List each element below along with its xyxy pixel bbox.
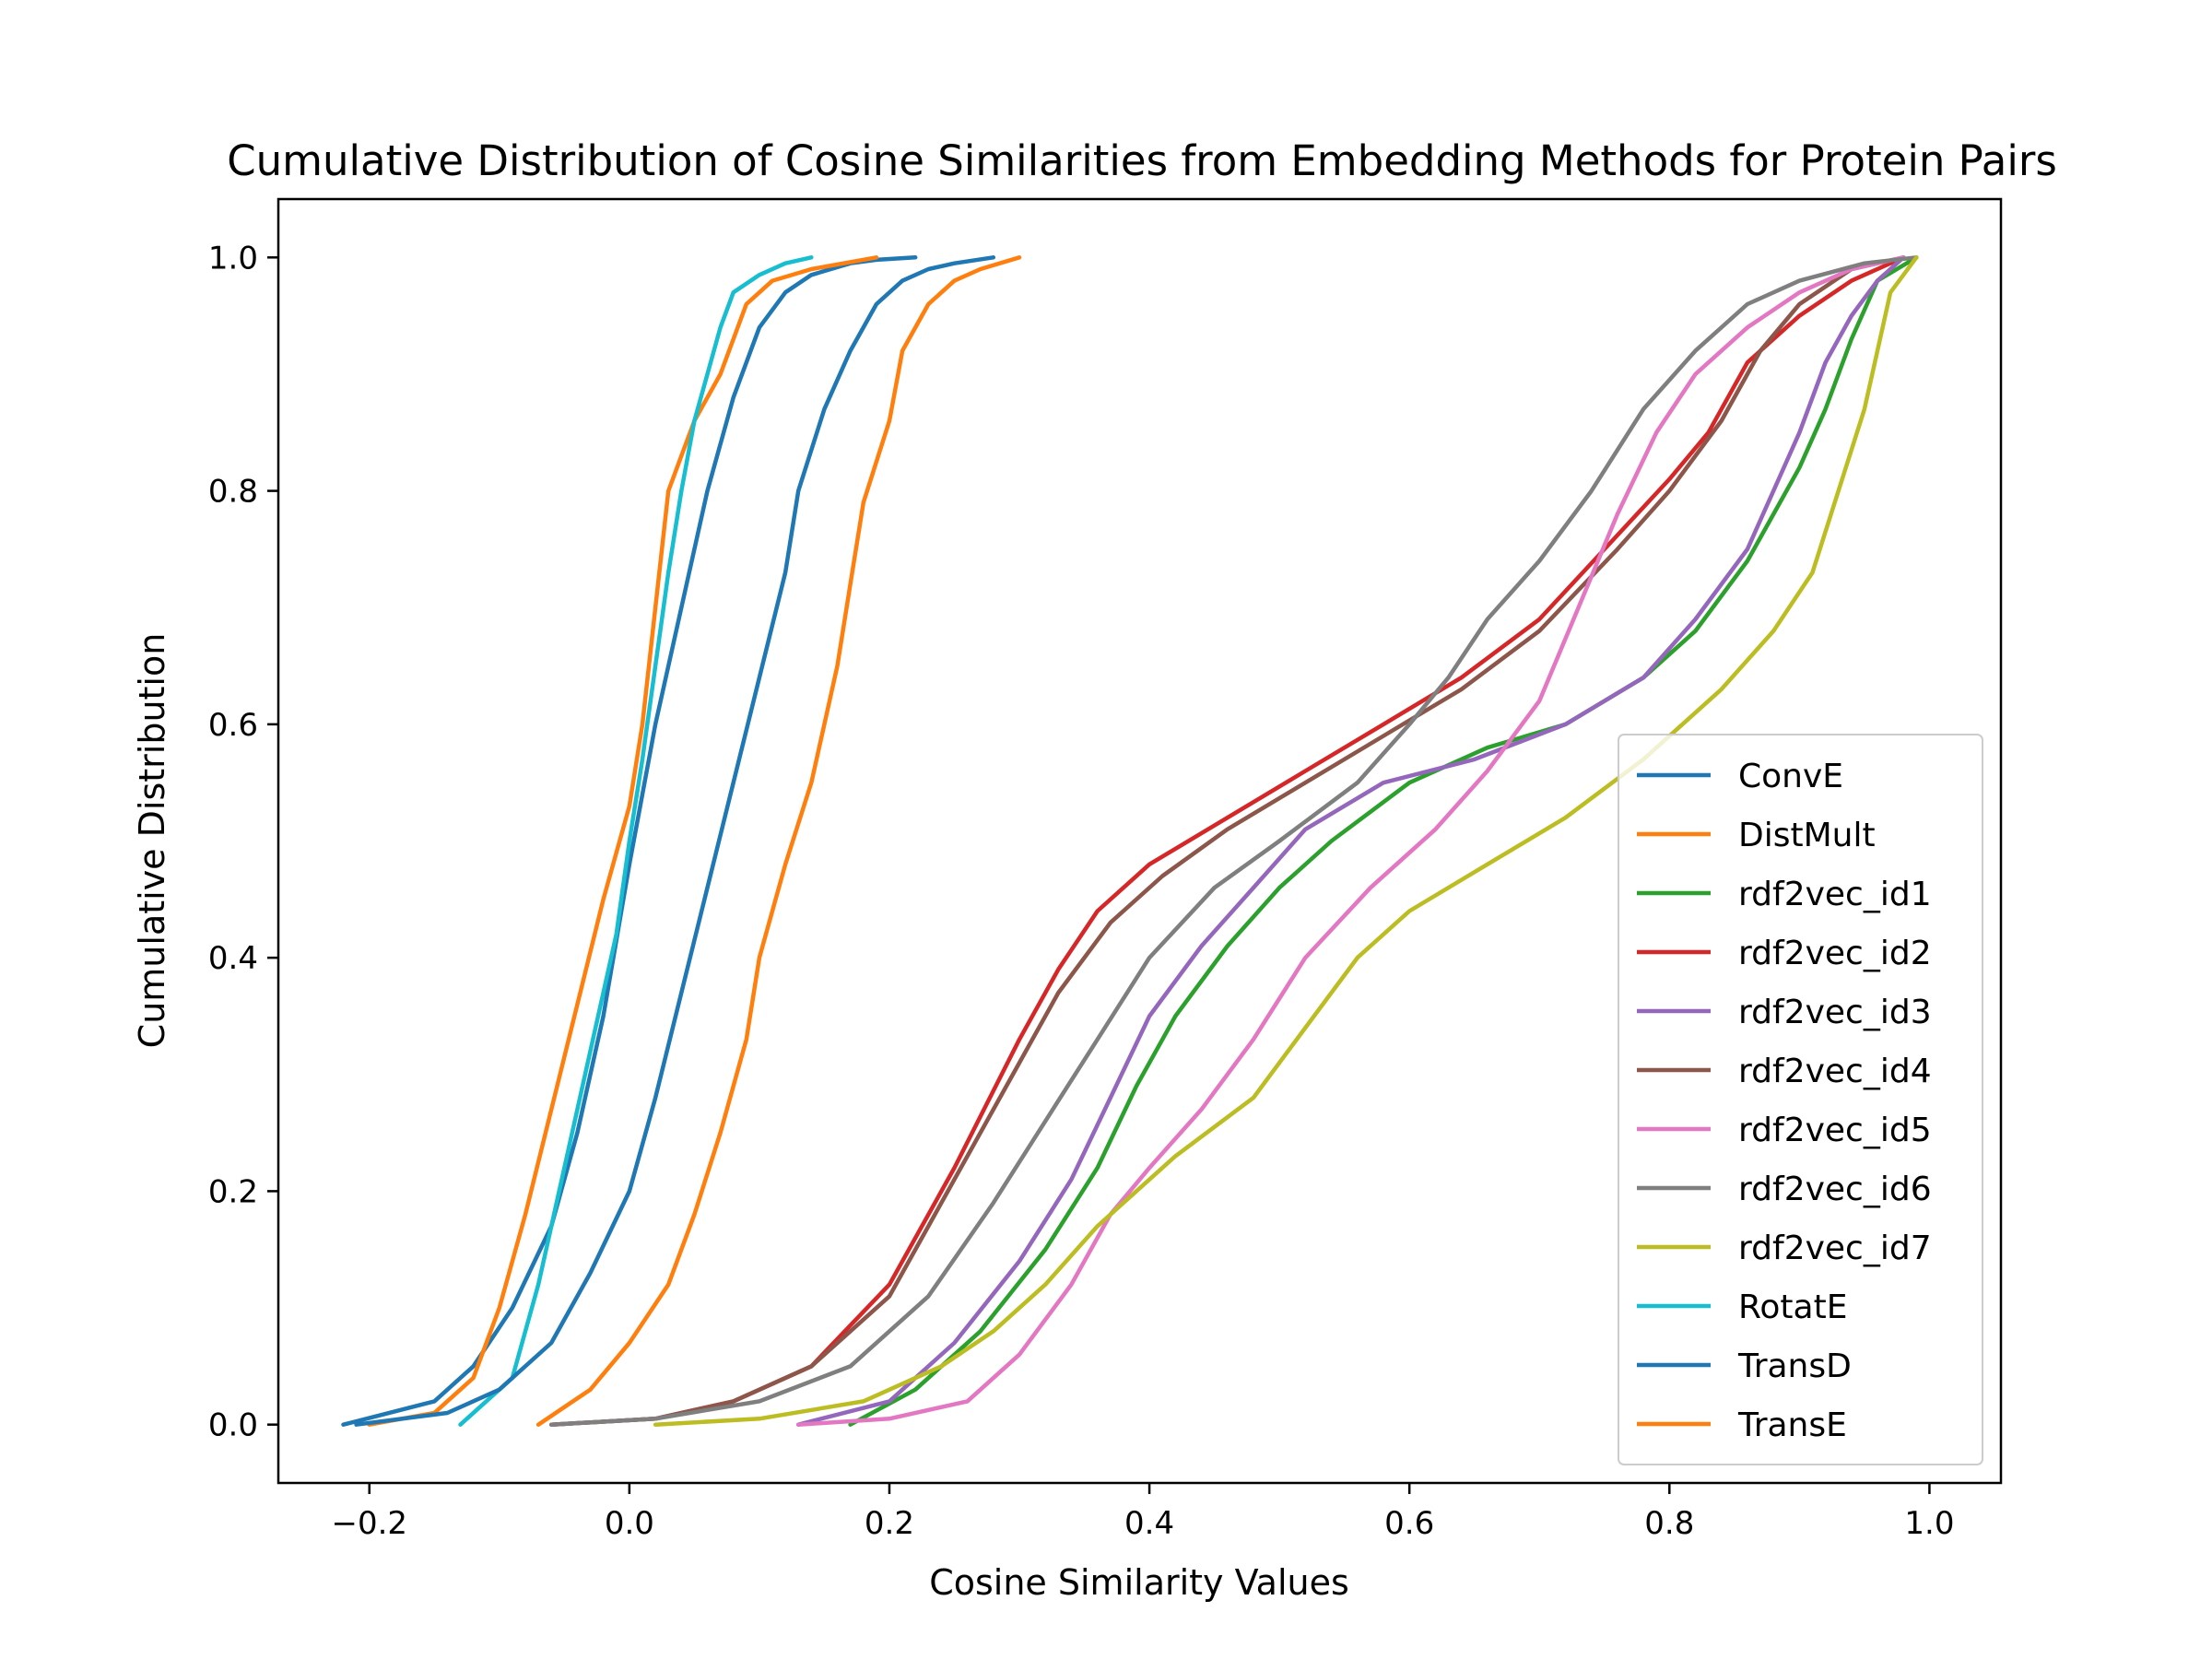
- legend-label: rdf2vec_id4: [1738, 1053, 1932, 1090]
- legend-label: ConvE: [1738, 758, 1843, 795]
- x-tick-label: 0.2: [865, 1505, 914, 1542]
- legend-box: [1618, 734, 1983, 1465]
- legend-item: RotatE: [1637, 1288, 1847, 1326]
- y-tick-label: 0.4: [208, 940, 258, 977]
- y-axis-label: Cumulative Distribution: [132, 633, 172, 1049]
- legend-label: DistMult: [1738, 817, 1876, 854]
- legend-item: TransD: [1637, 1347, 1852, 1385]
- series-line-rdf2vec-id6: [548, 255, 1919, 1427]
- series-line-transd: [354, 255, 996, 1427]
- x-axis: −0.2 0.0 0.2 0.4 0.6 0.8 1.0: [331, 1483, 1954, 1542]
- x-tick-label: 0.8: [1644, 1505, 1694, 1542]
- y-tick-label: 1.0: [208, 240, 258, 276]
- y-tick-label: 0.8: [208, 474, 258, 511]
- y-tick-label: 0.6: [208, 707, 258, 744]
- series-line-rdf2vec-id4: [548, 255, 1906, 1427]
- legend-label: rdf2vec_id5: [1738, 1112, 1932, 1149]
- x-tick-label: 0.6: [1384, 1505, 1434, 1542]
- series-line-distmult: [367, 255, 879, 1427]
- series-line-rdf2vec-id2: [548, 255, 1906, 1427]
- legend-item: DistMult: [1637, 817, 1876, 854]
- y-tick-label: 0.0: [208, 1407, 258, 1444]
- y-tick-label: 0.2: [208, 1173, 258, 1210]
- legend-item: TransE: [1637, 1406, 1847, 1444]
- legend-item: ConvE: [1637, 758, 1843, 795]
- legend-label: rdf2vec_id6: [1738, 1171, 1932, 1208]
- series-line-rotate: [458, 255, 814, 1427]
- x-tick-label: −0.2: [331, 1505, 407, 1542]
- series-line-rdf2vec-id5: [795, 255, 1906, 1427]
- series-line-conve: [341, 255, 918, 1427]
- x-tick-label: 0.4: [1124, 1505, 1174, 1542]
- legend-item: rdf2vec_id3: [1637, 994, 1932, 1031]
- legend-label: RotatE: [1738, 1288, 1847, 1326]
- x-tick-label: 0.0: [605, 1505, 654, 1542]
- series-line-rdf2vec-id7: [653, 255, 1919, 1427]
- x-axis-label: Cosine Similarity Values: [929, 1562, 1349, 1603]
- plot-frame: [276, 197, 2003, 1485]
- legend-label: TransE: [1737, 1406, 1847, 1444]
- series-line-rdf2vec-id3: [795, 255, 1906, 1427]
- x-tick-label: 1.0: [1904, 1505, 1954, 1542]
- legend: ConvE DistMult rdf2vec_id1 rdf2vec_id2 rdf2v…: [1618, 734, 1983, 1465]
- legend-label: rdf2vec_id1: [1738, 876, 1932, 913]
- legend-item: rdf2vec_id2: [1637, 935, 1932, 972]
- legend-label: rdf2vec_id3: [1738, 994, 1932, 1031]
- legend-label: TransD: [1737, 1347, 1852, 1385]
- legend-item: rdf2vec_id6: [1637, 1171, 1932, 1208]
- y-axis: 0.0 0.2 0.4 0.6 0.8 1.0: [208, 240, 278, 1444]
- legend-item: rdf2vec_id4: [1637, 1053, 1932, 1090]
- chart-title: Cumulative Distribution of Cosine Simila…: [227, 136, 2057, 185]
- legend-label: rdf2vec_id2: [1738, 935, 1932, 972]
- legend-label: rdf2vec_id7: [1738, 1230, 1932, 1267]
- legend-item: rdf2vec_id5: [1637, 1112, 1932, 1149]
- legend-item: rdf2vec_id7: [1637, 1230, 1932, 1267]
- series-line-transe: [535, 255, 1022, 1427]
- plot-lines: [341, 255, 1919, 1427]
- legend-item: rdf2vec_id1: [1637, 876, 1932, 913]
